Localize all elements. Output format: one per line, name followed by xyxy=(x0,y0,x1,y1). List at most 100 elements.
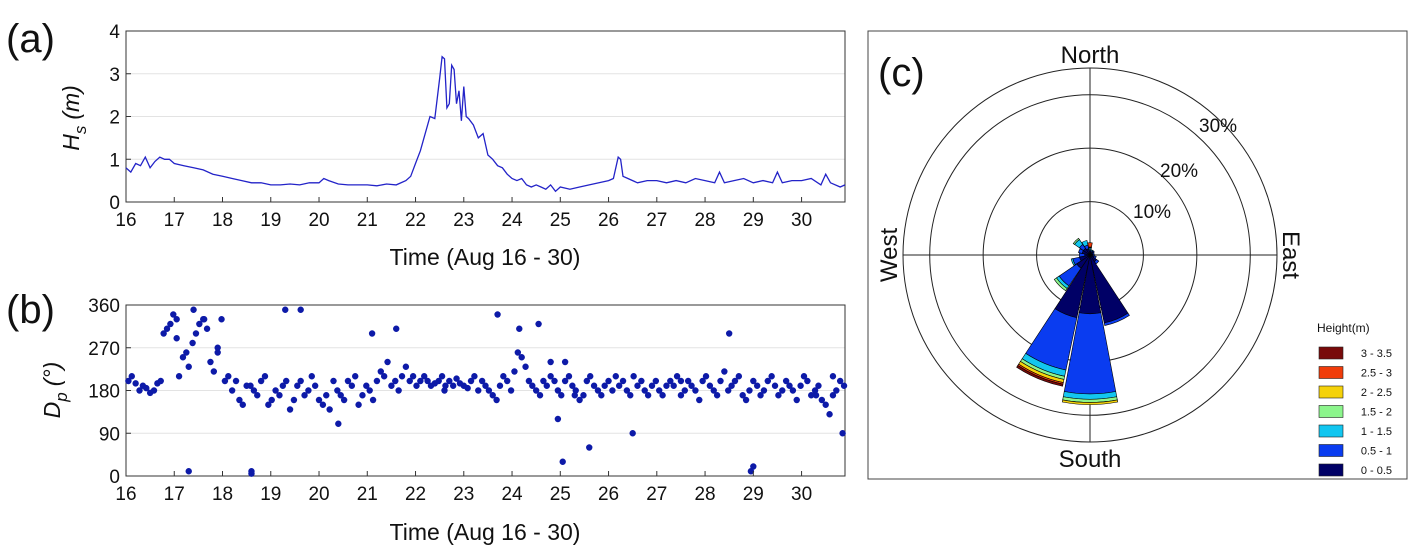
dp-point xyxy=(482,382,489,389)
dp-point xyxy=(735,373,743,380)
panel-a-label: (a) xyxy=(6,17,55,61)
dp-point xyxy=(163,325,171,332)
panel-b: (b) 16 17 18 19 20 21 22 23 24 25 26 27 28 29 30 0 90 18… xyxy=(6,288,848,545)
dp-point xyxy=(811,387,819,394)
dp-point xyxy=(189,339,196,347)
direction-east: East xyxy=(1277,231,1304,279)
dp-point xyxy=(818,396,826,404)
dp-point xyxy=(179,354,187,361)
dp-point xyxy=(393,325,400,332)
dp-point xyxy=(815,382,822,389)
dp-point xyxy=(326,406,333,413)
dp-point xyxy=(659,392,666,399)
dp-point xyxy=(558,392,565,399)
dp-point xyxy=(352,373,359,380)
dp-point xyxy=(210,368,218,375)
dp-point xyxy=(441,387,448,394)
dp-point xyxy=(757,392,764,399)
dp-point xyxy=(315,396,323,404)
y-tick-label: 0 xyxy=(109,467,120,488)
dp-point xyxy=(742,396,750,404)
dp-point xyxy=(167,320,174,328)
dp-point xyxy=(598,392,605,399)
dp-point xyxy=(547,358,554,366)
dp-point xyxy=(684,377,692,385)
x-tick-label: 21 xyxy=(357,484,378,505)
dp-symbol: D xyxy=(39,402,65,419)
rose-wedge xyxy=(1081,240,1089,247)
dp-point xyxy=(609,387,616,394)
dp-point xyxy=(196,320,203,328)
dp-point xyxy=(504,377,511,385)
dp-point xyxy=(150,387,158,394)
panel-a-grid xyxy=(126,73,845,160)
dp-point xyxy=(775,392,782,399)
dp-point xyxy=(424,377,431,385)
x-tick-label: 19 xyxy=(260,484,281,505)
legend-swatch xyxy=(1318,385,1344,399)
dp-point xyxy=(518,354,525,361)
dp-point xyxy=(214,344,221,351)
dp-point xyxy=(779,387,786,394)
dp-point xyxy=(355,401,362,408)
legend-label: 2 - 2.5 xyxy=(1361,387,1392,399)
dp-point xyxy=(652,377,660,385)
dp-point xyxy=(297,306,304,313)
dp-point xyxy=(829,373,837,380)
x-tick-label: 16 xyxy=(115,484,136,505)
dp-point xyxy=(257,377,265,385)
y-tick-label: 0 xyxy=(109,193,120,214)
dp-point xyxy=(323,392,330,399)
x-tick-label: 23 xyxy=(453,484,474,505)
dp-point xyxy=(644,392,652,399)
dp-subscript: p xyxy=(52,392,71,402)
dp-point xyxy=(612,373,619,380)
ring-label-20: 20% xyxy=(1160,161,1198,182)
dp-point xyxy=(290,396,298,404)
dp-point xyxy=(619,377,627,385)
x-tick-label: 30 xyxy=(791,484,812,505)
x-tick-label: 17 xyxy=(164,210,185,231)
dp-point xyxy=(294,382,301,389)
x-tick-label: 28 xyxy=(694,210,715,231)
dp-point xyxy=(696,396,703,404)
rose-wedge xyxy=(1053,277,1068,292)
rose-wedge xyxy=(1091,250,1095,254)
dp-point xyxy=(175,373,183,380)
panel-c-label: (c) xyxy=(878,51,925,95)
panel-a-x-axis-label: Time (Aug 16 - 30) xyxy=(390,244,581,270)
dp-point xyxy=(301,392,308,399)
x-tick-label: 25 xyxy=(550,210,571,231)
dp-point xyxy=(157,377,164,385)
dp-point xyxy=(739,392,746,399)
dp-point xyxy=(494,311,501,318)
dp-point xyxy=(713,392,721,399)
dp-point xyxy=(829,392,837,399)
dp-point xyxy=(808,392,815,399)
direction-north: North xyxy=(1061,42,1120,69)
legend-swatch xyxy=(1318,463,1344,477)
panel-b-y-ticks: 0 90 180 270 360 xyxy=(88,296,131,488)
legend: Height(m) 3 - 3.5 2.5 - 3 2 - 2.5 1.5 - 2 1 … xyxy=(1317,321,1392,477)
dp-point xyxy=(337,392,344,399)
dp-point xyxy=(721,368,728,375)
dp-point xyxy=(485,387,493,394)
dp-point xyxy=(547,373,554,380)
dp-point xyxy=(190,306,197,313)
legend-swatch xyxy=(1318,405,1344,418)
dp-point xyxy=(536,392,544,399)
dp-point xyxy=(663,382,670,389)
dp-point xyxy=(731,377,739,385)
dp-point xyxy=(667,377,674,385)
legend-swatch xyxy=(1318,444,1344,457)
dp-point xyxy=(638,377,645,385)
panel-b-x-ticks: 16 17 18 19 20 21 22 23 24 25 26 27 28 29 30 xyxy=(115,471,812,505)
dp-point xyxy=(185,468,192,475)
rose-wedge xyxy=(1087,242,1093,248)
dp-point xyxy=(449,382,457,389)
dp-point xyxy=(812,392,820,399)
dp-point xyxy=(699,377,706,385)
x-tick-label: 18 xyxy=(212,484,233,505)
dp-point xyxy=(471,373,478,380)
dp-point xyxy=(826,411,833,418)
